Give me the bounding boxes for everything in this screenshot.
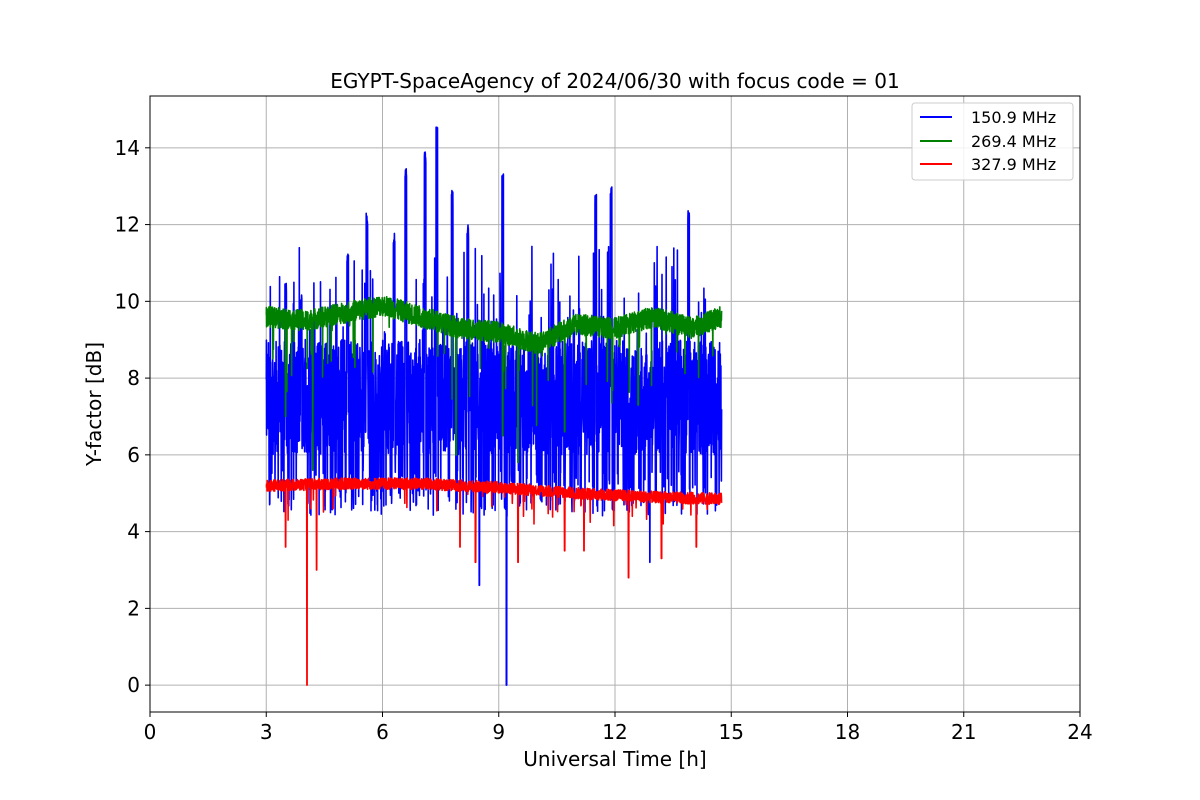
x-tick-label: 15	[719, 720, 744, 744]
x-tick-label: 9	[492, 720, 505, 744]
series-line-269-4	[265, 295, 723, 472]
legend-label-327-9: 327.9 MHz	[971, 155, 1056, 174]
legend: 150.9 MHz 269.4 MHz 327.9 MHz	[911, 102, 1074, 181]
x-tick-label: 12	[602, 720, 627, 744]
x-tick-label: 0	[144, 720, 157, 744]
series-line-327-9	[265, 477, 723, 686]
chart-title: EGYPT-SpaceAgency of 2024/06/30 with foc…	[330, 69, 899, 93]
x-axis-label: Universal Time [h]	[523, 747, 706, 771]
y-tick-label: 10	[115, 289, 140, 313]
series-group	[265, 126, 723, 686]
y-tick-label: 12	[115, 213, 140, 237]
x-tick-label: 18	[835, 720, 860, 744]
x-tick-label: 6	[376, 720, 389, 744]
legend-box	[911, 102, 1074, 181]
y-tick-label: 2	[127, 596, 140, 620]
legend-label-269-4: 269.4 MHz	[971, 132, 1056, 151]
y-tick-label: 6	[127, 443, 140, 467]
x-tick-label: 24	[1067, 720, 1092, 744]
y-tick-label: 8	[127, 366, 140, 390]
y-tick-label: 0	[127, 673, 140, 697]
y-axis-label: Y-factor [dB]	[82, 342, 106, 467]
y-tick-label: 14	[115, 136, 140, 160]
legend-label-150-9: 150.9 MHz	[971, 108, 1056, 127]
x-tick-label: 21	[951, 720, 976, 744]
y-tick-label: 4	[127, 520, 140, 544]
series-line-150-9	[265, 126, 723, 686]
x-tick-label: 3	[260, 720, 273, 744]
